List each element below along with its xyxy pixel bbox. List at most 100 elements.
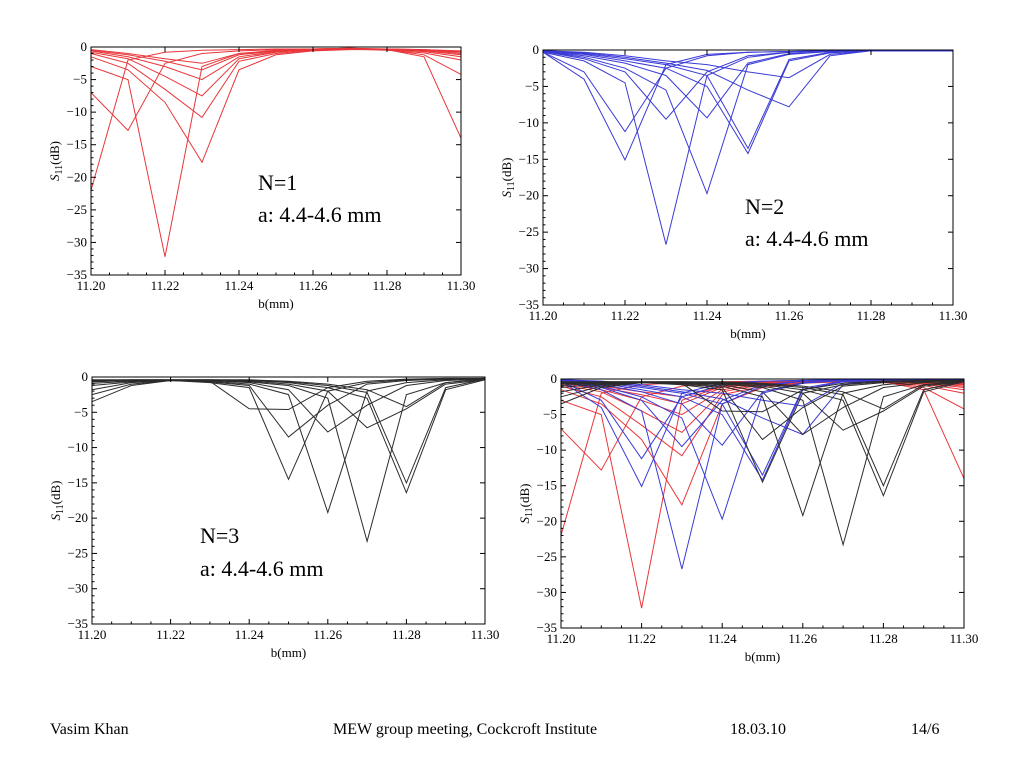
y-axis-label-main: S [517, 516, 532, 523]
y-tick-label: −20 [68, 510, 88, 525]
series-line-n2-10 [542, 50, 953, 79]
y-axis-label-unit: (dB) [517, 484, 532, 508]
y-tick-label: −25 [67, 202, 87, 217]
footer-date: 18.03.10 [730, 721, 786, 738]
x-tick-label: 11.28 [857, 308, 886, 323]
y-tick-label: −35 [68, 616, 88, 631]
series-line-n3-8 [561, 381, 965, 498]
footer-author: Vasim Khan [50, 721, 129, 738]
x-axis-label: b(mm) [745, 649, 780, 664]
x-axis-label: b(mm) [730, 326, 765, 341]
x-tick-label: 11.24 [225, 278, 254, 293]
footer-page: 14/6 [911, 721, 940, 738]
x-tick-label: 11.22 [156, 627, 185, 642]
y-axis-label-main: S [48, 513, 63, 520]
x-tick-label: 11.26 [313, 627, 342, 642]
series-line-n1-3 [560, 380, 965, 609]
y-axis-label-unit: (dB) [48, 481, 63, 505]
series-line-n1-5 [90, 48, 462, 119]
series-line-n3-2 [560, 379, 965, 484]
plot-frame [91, 376, 486, 625]
y-tick-label: −25 [537, 549, 557, 564]
y-tick-label: −10 [537, 442, 557, 457]
series-line-n3-5 [91, 378, 486, 433]
y-axis-label: S11(dB) [48, 481, 66, 521]
chart-n1: 11.20 11.22 11.24 11.26 11.28 11.30 0 −5 −10 −15 −… [47, 39, 475, 311]
y-tick-label: −20 [67, 169, 87, 184]
y-tick-label: −30 [68, 581, 88, 596]
x-tick-label: 11.28 [869, 631, 898, 646]
y-tick-label: −10 [519, 115, 539, 130]
series-line-n3-10 [92, 378, 486, 408]
y-axis-label-sub: 11 [55, 504, 66, 514]
plot-frame [90, 46, 462, 276]
x-tick-label: 11.30 [950, 631, 979, 646]
x-tick-label: 11.20 [78, 627, 107, 642]
plot-frame [560, 378, 965, 629]
y-axis-label-main: S [499, 190, 514, 197]
y-tick-label: −5 [543, 407, 557, 422]
y-tick-label: −25 [68, 545, 88, 560]
y-tick-label: −10 [67, 104, 87, 119]
series-line-n3-4 [91, 377, 486, 515]
y-tick-label: −15 [68, 475, 88, 490]
chart-n2: 11.20 11.22 11.24 11.26 11.28 11.30 0 −5 −10 −15 −… [499, 42, 967, 341]
x-tick-label: 11.26 [788, 631, 817, 646]
x-tick-label: 11.24 [235, 627, 264, 642]
y-tick-label: 0 [551, 371, 558, 386]
x-tick-label: 11.24 [708, 631, 737, 646]
annotation-1: N=3 [200, 523, 239, 548]
annotation-1: N=2 [745, 194, 784, 219]
y-tick-label: −30 [67, 234, 87, 249]
y-tick-label: −15 [67, 137, 87, 152]
x-tick-label: 11.28 [373, 278, 402, 293]
y-tick-label: −10 [68, 440, 88, 455]
y-axis-label-sub: 11 [54, 165, 65, 175]
series-line-n3-8 [92, 379, 486, 495]
y-axis-label: S11(dB) [499, 158, 517, 198]
annotation-2: a: 4.4-4.6 mm [258, 202, 381, 227]
chart-n3: 11.20 11.22 11.24 11.26 11.28 11.30 0 −5 −10 −15 −… [48, 369, 499, 660]
x-tick-label: 11.28 [392, 627, 421, 642]
y-tick-label: −5 [73, 72, 87, 87]
series-line-n3-6 [560, 380, 965, 547]
y-tick-label: −35 [519, 297, 539, 312]
x-tick-label: 11.20 [77, 278, 106, 293]
series-line-n3-2 [91, 377, 486, 481]
y-axis-label-sub: 11 [506, 181, 517, 191]
y-tick-label: −20 [519, 188, 539, 203]
y-tick-label: 0 [82, 369, 89, 384]
y-tick-label: −20 [537, 513, 557, 528]
y-axis-label-main: S [47, 174, 62, 181]
series-line-n1-4 [90, 49, 462, 164]
annotation-2: a: 4.4-4.6 mm [745, 226, 868, 251]
series-line-n2-1 [542, 50, 953, 162]
x-tick-label: 11.22 [627, 631, 656, 646]
x-axis-label: b(mm) [258, 296, 293, 311]
footer-meeting: MEW group meeting, Cockcroft Institute [333, 721, 598, 738]
series-line-n3-6 [91, 378, 486, 544]
annotation-1: N=1 [258, 170, 297, 195]
x-tick-label: 11.26 [775, 308, 804, 323]
x-tick-label: 11.20 [547, 631, 576, 646]
x-tick-label: 11.22 [611, 308, 640, 323]
x-tick-label: 11.20 [529, 308, 558, 323]
x-axis-label: b(mm) [271, 645, 306, 660]
x-tick-label: 11.30 [939, 308, 968, 323]
y-axis-label: S11(dB) [47, 141, 65, 181]
y-tick-label: 0 [81, 39, 88, 54]
x-tick-label: 11.26 [299, 278, 328, 293]
y-tick-label: −25 [519, 224, 539, 239]
y-tick-label: −30 [537, 584, 557, 599]
series-line-n3-7 [91, 379, 486, 429]
series-line-n2-6 [560, 379, 964, 446]
x-tick-label: 11.22 [151, 278, 180, 293]
series-line-n1-2 [90, 47, 462, 132]
y-tick-label: −5 [74, 404, 88, 419]
y-axis-label-sub: 11 [524, 507, 535, 517]
y-axis-label: S11(dB) [517, 484, 535, 524]
y-tick-label: 0 [533, 42, 540, 57]
y-axis-label-unit: (dB) [47, 141, 62, 165]
y-axis-label-unit: (dB) [499, 158, 514, 182]
